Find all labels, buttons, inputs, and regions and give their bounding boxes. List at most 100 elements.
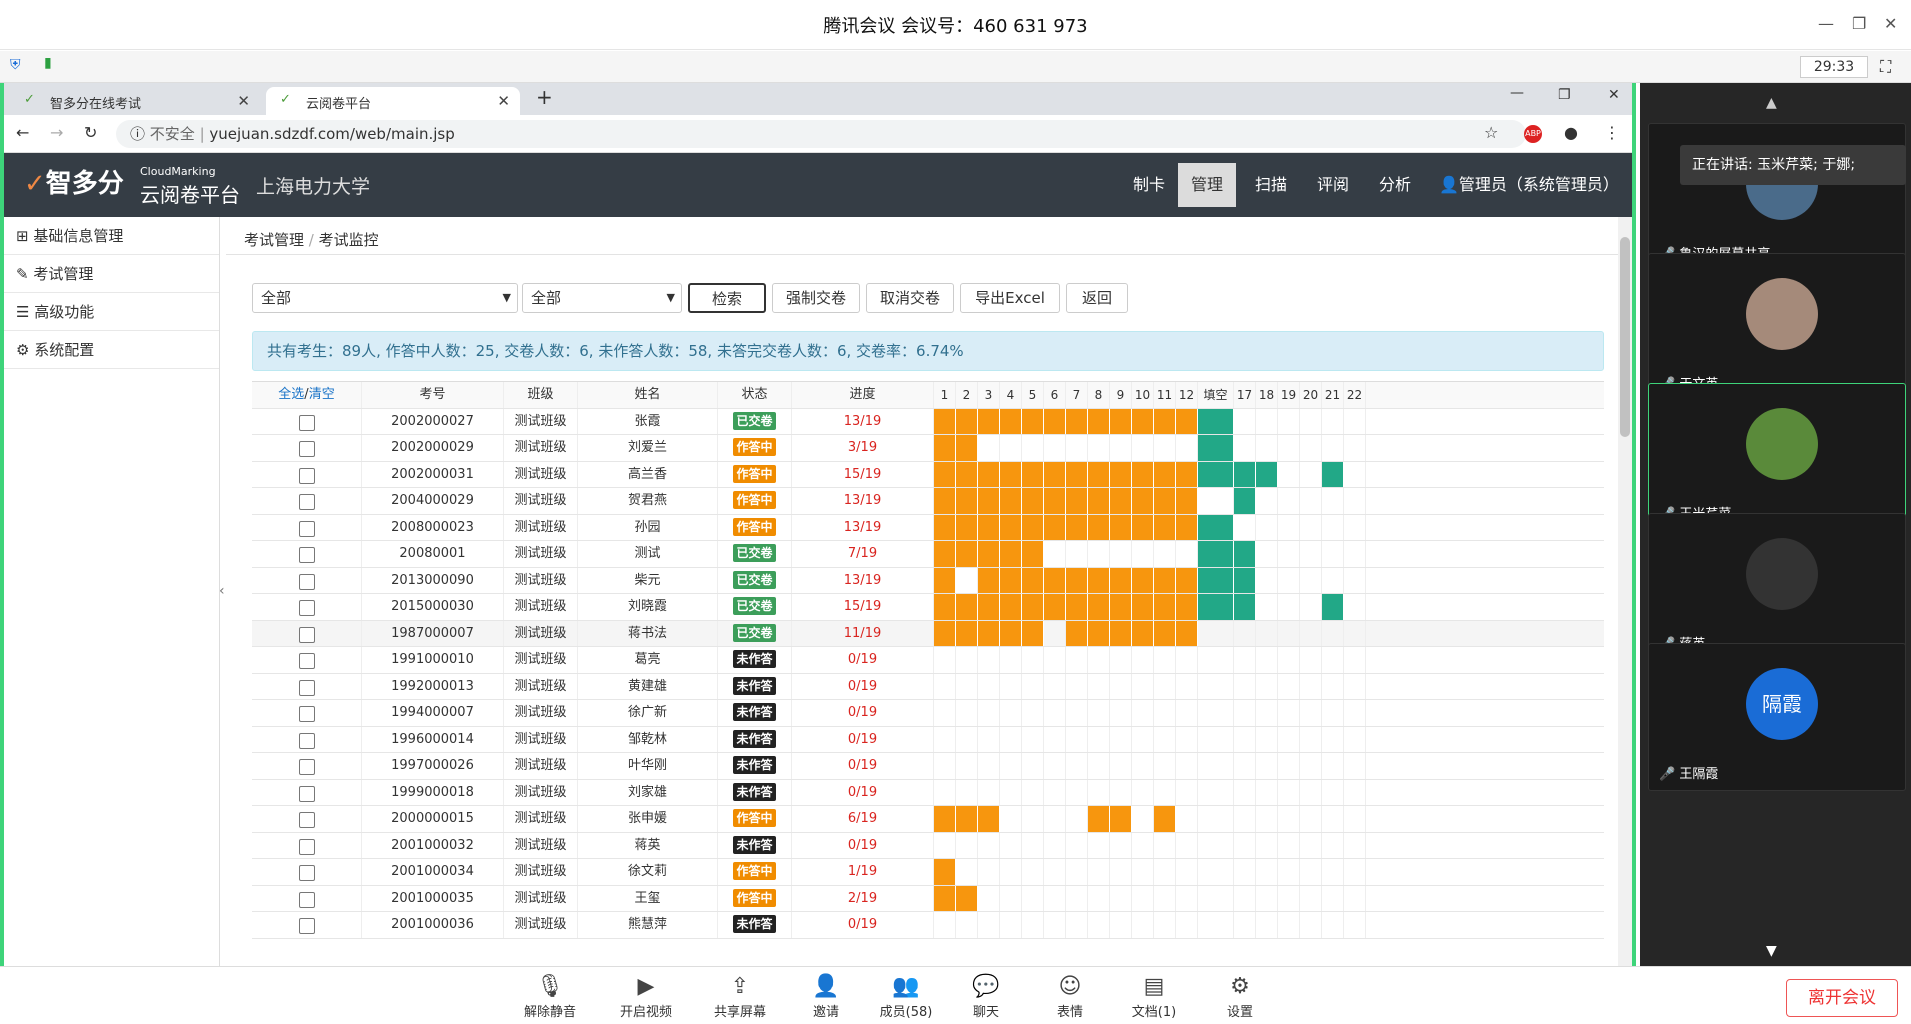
row-checkbox[interactable] bbox=[298, 520, 315, 537]
search-button[interactable]: 检索 bbox=[688, 283, 766, 313]
row-checkbox[interactable] bbox=[298, 626, 315, 643]
restore-icon[interactable]: ❐ bbox=[1852, 14, 1867, 33]
account-icon[interactable]: ● bbox=[1564, 123, 1578, 142]
scrollbar[interactable] bbox=[1618, 217, 1632, 966]
cell-name: 叶华刚 bbox=[578, 753, 718, 779]
signal-icon[interactable]: ▮ bbox=[44, 55, 52, 71]
control-mic-muted[interactable]: 🎙 解除静音 bbox=[510, 973, 590, 1020]
clear-link[interactable]: 清空 bbox=[308, 387, 335, 402]
restore-icon[interactable]: ❐ bbox=[1558, 87, 1571, 103]
minimize-icon[interactable]: — bbox=[1510, 85, 1524, 101]
back-icon[interactable]: ← bbox=[16, 123, 30, 142]
adblock-icon[interactable]: ABP bbox=[1524, 125, 1542, 143]
nav-review[interactable]: 评阅 bbox=[1317, 175, 1350, 194]
cell-progress: 0/19 bbox=[792, 673, 934, 699]
new-tab-icon[interactable]: + bbox=[536, 85, 553, 109]
collapse-icon[interactable]: ‹ bbox=[219, 583, 225, 599]
header-progress: 进度 bbox=[792, 382, 934, 408]
question-cell bbox=[934, 514, 956, 540]
control-emoji[interactable]: ☺ 表情 bbox=[1030, 973, 1110, 1020]
leave-meeting-button[interactable]: 离开会议 bbox=[1786, 979, 1898, 1017]
select-all-link[interactable]: 全选 bbox=[278, 387, 305, 402]
tab-marking-platform[interactable]: ✓ 云阅卷平台 ✕ bbox=[266, 87, 520, 115]
fullscreen-icon[interactable]: ⛶ bbox=[1880, 57, 1892, 76]
reload-icon[interactable]: ↻ bbox=[84, 123, 98, 142]
row-checkbox[interactable] bbox=[298, 706, 315, 722]
sidebar-item-advanced[interactable]: ☰ 高级功能 bbox=[4, 293, 219, 331]
sidebar-item-exam-manage[interactable]: ✎ 考试管理 bbox=[4, 255, 219, 293]
header-name: 姓名 bbox=[578, 382, 718, 408]
tab-online-exam[interactable]: ✓ 智多分在线考试 ✕ bbox=[10, 87, 260, 115]
control-invite[interactable]: 👤 邀请 bbox=[786, 973, 866, 1020]
participant-tile[interactable]: 🎤 玉米芹菜 bbox=[1648, 383, 1906, 531]
cell-class: 测试班级 bbox=[504, 779, 578, 805]
participant-tile[interactable]: 🎤 于文英 bbox=[1648, 253, 1906, 401]
question-cell bbox=[934, 594, 956, 620]
video-off-icon: ▶ bbox=[637, 974, 655, 999]
minimize-icon[interactable]: — bbox=[1818, 14, 1834, 33]
row-checkbox[interactable] bbox=[298, 865, 315, 881]
cancel-submit-button[interactable]: 取消交卷 bbox=[866, 283, 954, 313]
star-icon[interactable]: ☆ bbox=[1484, 123, 1499, 142]
row-checkbox[interactable] bbox=[298, 600, 315, 616]
row-checkbox[interactable] bbox=[298, 573, 315, 590]
question-cell bbox=[1088, 461, 1110, 487]
question-cell bbox=[1256, 885, 1278, 911]
sidebar-item-system-config[interactable]: ⚙ 系统配置 bbox=[4, 331, 219, 369]
close-icon[interactable]: ✕ bbox=[237, 92, 250, 110]
row-checkbox[interactable] bbox=[298, 467, 315, 484]
scroll-down-icon[interactable]: ▼ bbox=[1766, 943, 1777, 959]
question-cell bbox=[1234, 726, 1256, 752]
sidebar-item-basic-info[interactable]: ⊞ 基础信息管理 bbox=[4, 217, 219, 255]
row-checkbox[interactable] bbox=[298, 679, 315, 696]
control-video-off[interactable]: ▶ 开启视频 bbox=[606, 973, 686, 1020]
row-checkbox[interactable] bbox=[298, 653, 315, 669]
control-settings[interactable]: ⚙ 设置 bbox=[1200, 973, 1280, 1020]
nav-manage[interactable]: 管理 bbox=[1178, 163, 1237, 207]
close-icon[interactable]: ✕ bbox=[1884, 14, 1898, 33]
close-icon[interactable]: ✕ bbox=[1608, 87, 1620, 103]
row-checkbox[interactable] bbox=[298, 414, 315, 431]
main-content: 考试管理 / 考试监控 全部 ▼ 全部 ▼ 检索 强制交卷 取消交卷 导出Excel… bbox=[226, 217, 1622, 966]
nav-card[interactable]: 制卡 bbox=[1133, 175, 1166, 194]
row-checkbox[interactable] bbox=[298, 918, 315, 934]
row-checkbox[interactable] bbox=[298, 891, 315, 908]
nav-analysis[interactable]: 分析 bbox=[1379, 175, 1412, 194]
control-chat[interactable]: 💬 聊天 bbox=[946, 973, 1026, 1020]
shield-icon[interactable]: ⛨ bbox=[10, 57, 21, 73]
scroll-up-icon[interactable]: ▲ bbox=[1766, 95, 1777, 111]
url-input[interactable]: ⓘ 不安全 | yuejuan.sdzdf.com/web/main.jsp bbox=[116, 120, 1526, 148]
status-badge: 已交卷 bbox=[733, 597, 776, 615]
row-checkbox[interactable] bbox=[298, 759, 315, 775]
row-checkbox[interactable] bbox=[298, 785, 315, 802]
row-checkbox[interactable] bbox=[298, 547, 315, 563]
control-share-screen[interactable]: ⇪ 共享屏幕 bbox=[700, 973, 780, 1020]
row-checkbox[interactable] bbox=[298, 838, 315, 855]
close-icon[interactable]: ✕ bbox=[497, 92, 510, 110]
participant-tile[interactable]: 🎤 蒋英 bbox=[1648, 513, 1906, 661]
menu-icon[interactable]: ⋮ bbox=[1604, 123, 1620, 142]
force-submit-button[interactable]: 强制交卷 bbox=[772, 283, 860, 313]
nav-scan[interactable]: 扫描 bbox=[1255, 175, 1288, 194]
participant-tile[interactable]: 隔霞 🎤 王隔霞 bbox=[1648, 643, 1906, 791]
filter-select-1[interactable]: 全部 ▼ bbox=[252, 283, 518, 313]
forward-icon[interactable]: → bbox=[50, 123, 64, 142]
row-checkbox[interactable] bbox=[298, 812, 315, 828]
question-cell bbox=[1256, 700, 1278, 726]
row-checkbox[interactable] bbox=[298, 732, 315, 749]
filter-select-2[interactable]: 全部 ▼ bbox=[522, 283, 682, 313]
breadcrumb-exam-manage[interactable]: 考试管理 bbox=[244, 231, 305, 249]
scrollbar-thumb[interactable] bbox=[1620, 237, 1630, 437]
cell-class: 测试班级 bbox=[504, 620, 578, 646]
export-excel-button[interactable]: 导出Excel bbox=[960, 283, 1060, 313]
row-checkbox[interactable] bbox=[298, 441, 315, 457]
question-cell bbox=[956, 594, 978, 620]
user-menu[interactable]: 👤管理员（系统管理员） ▾ bbox=[1439, 175, 1619, 238]
control-members[interactable]: 👥 成员(58) bbox=[866, 973, 946, 1020]
control-doc[interactable]: ▤ 文档(1) bbox=[1114, 973, 1194, 1020]
question-cell bbox=[1176, 885, 1198, 911]
row-checkbox[interactable] bbox=[298, 494, 315, 510]
settings-icon: ⚙ bbox=[1230, 974, 1250, 999]
cell-progress: 7/19 bbox=[792, 541, 934, 567]
back-button[interactable]: 返回 bbox=[1066, 283, 1128, 313]
